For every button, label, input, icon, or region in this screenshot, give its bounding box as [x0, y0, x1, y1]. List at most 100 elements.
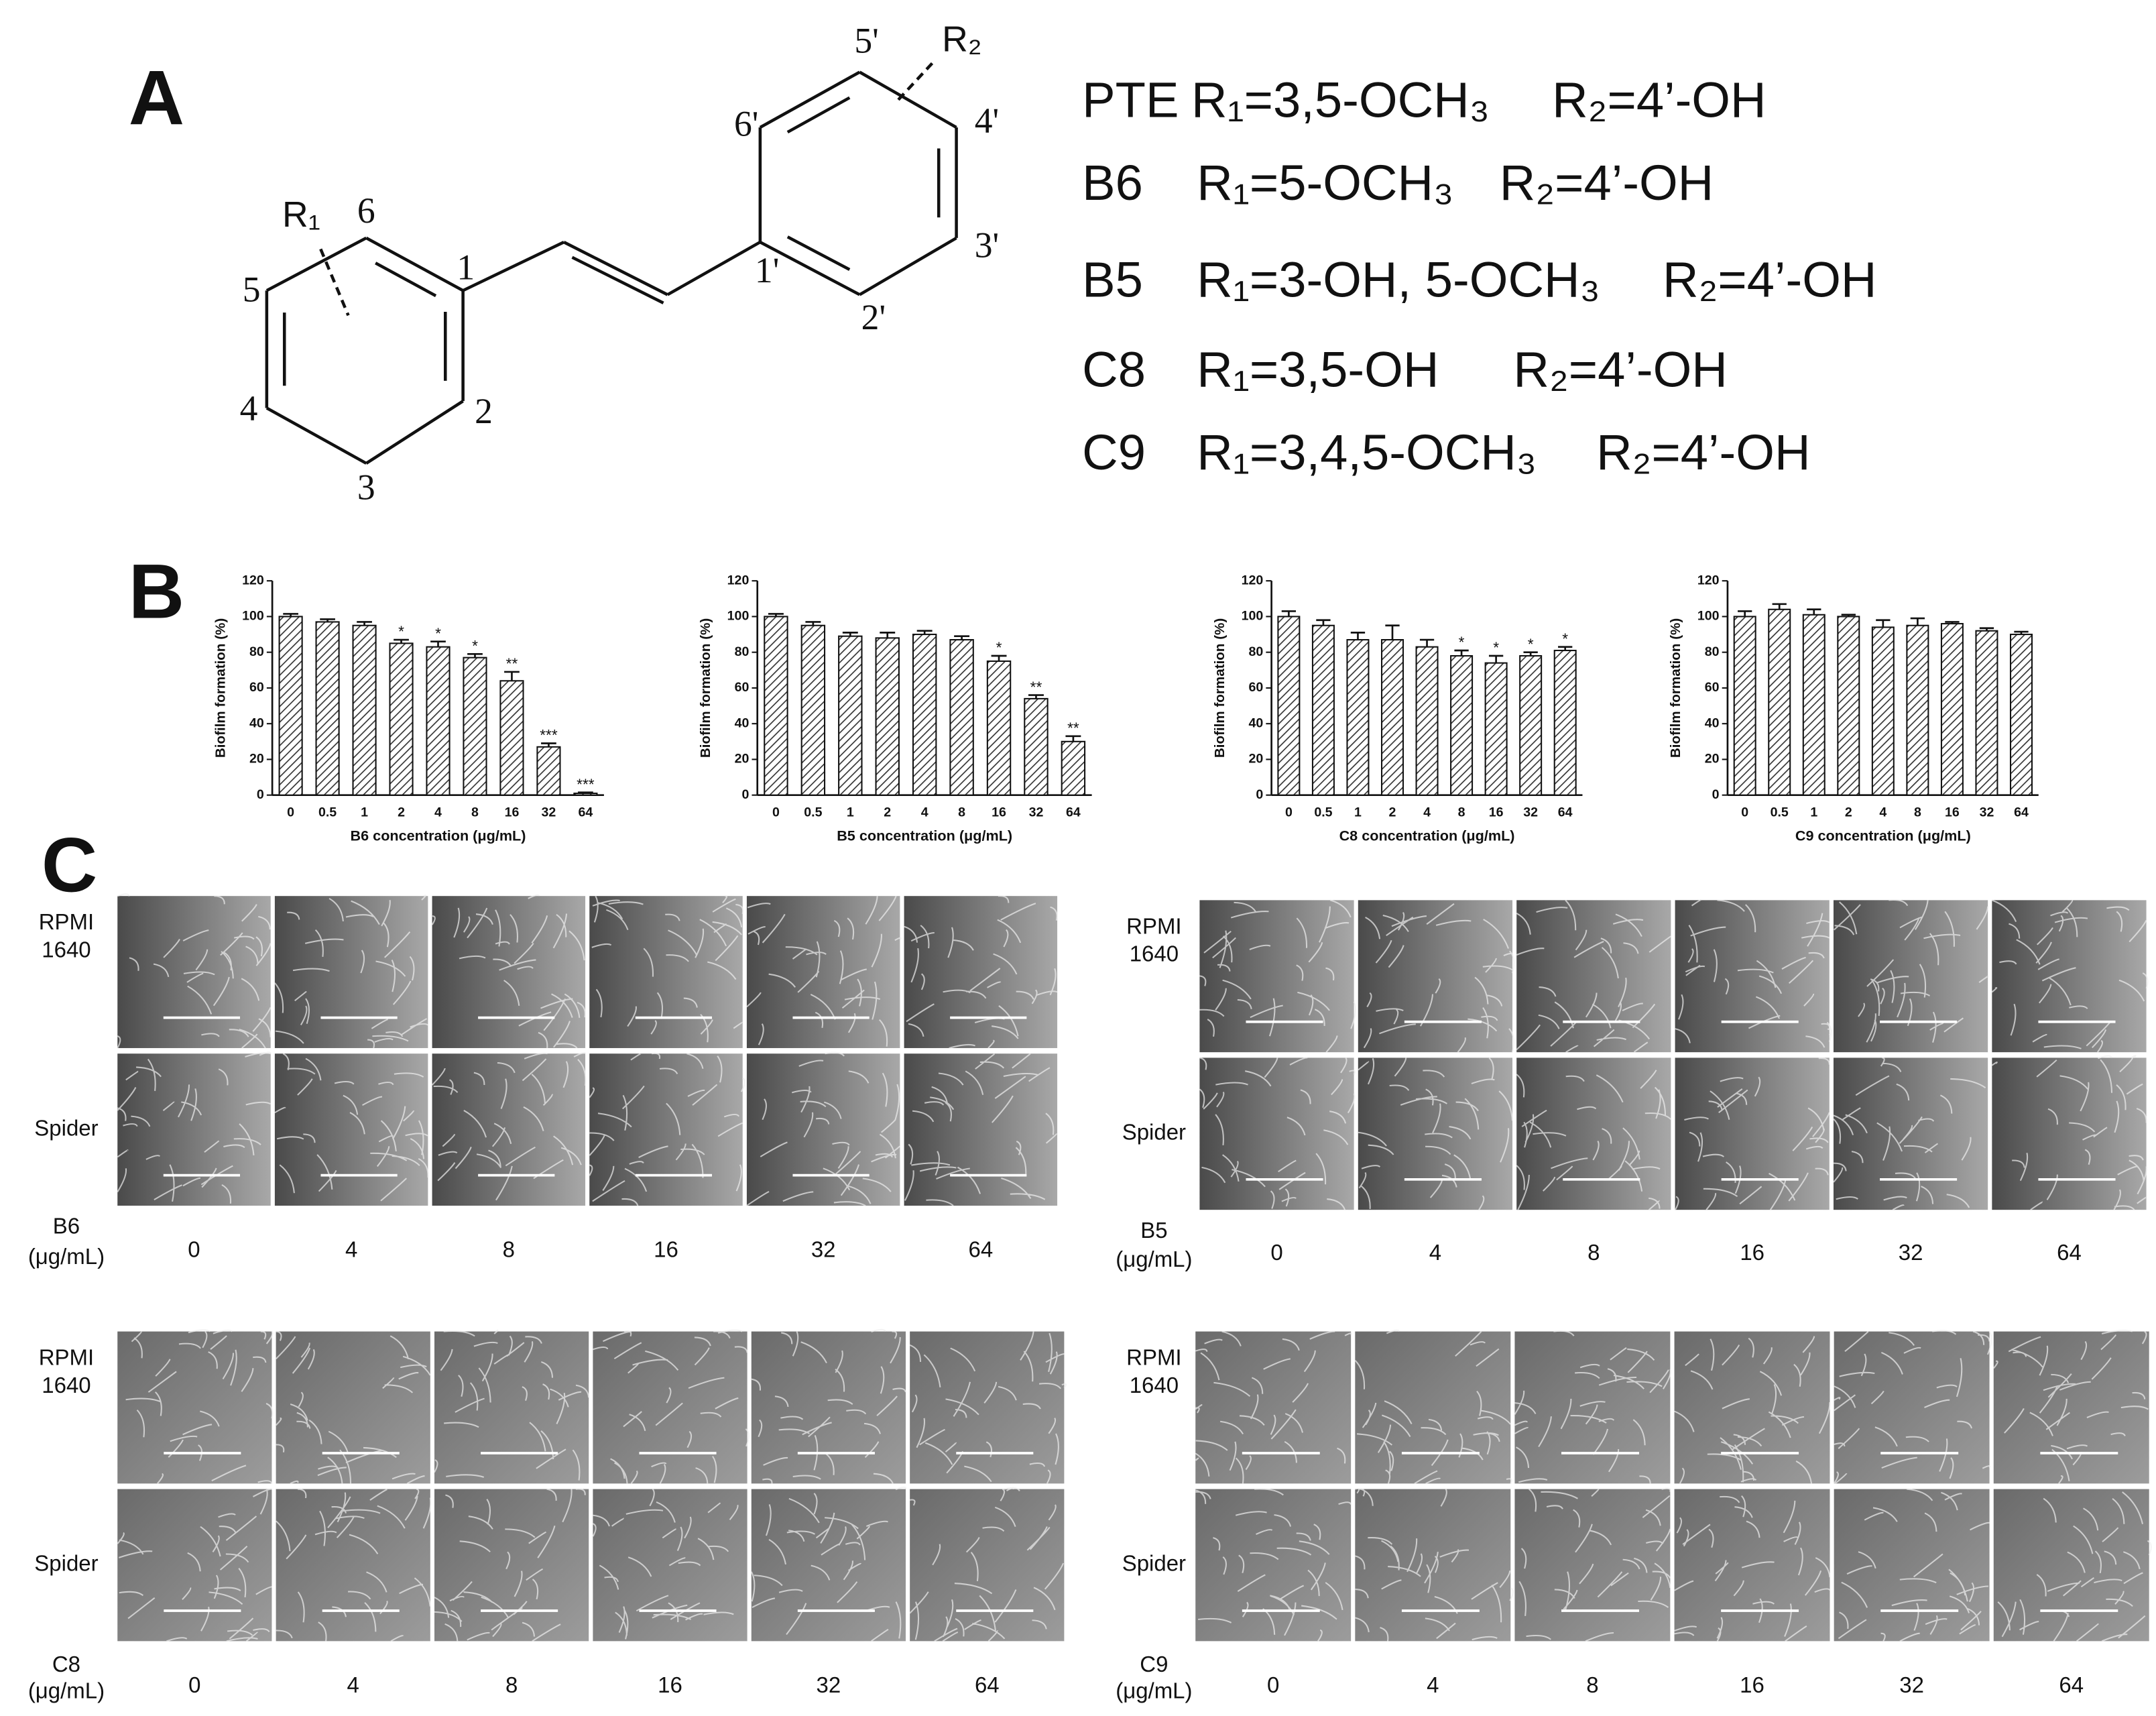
error-bar — [1738, 610, 1752, 617]
bar — [536, 746, 561, 796]
micrograph-bg — [276, 1489, 430, 1642]
micrograph — [276, 1488, 432, 1642]
bar — [389, 642, 414, 796]
compound-r2: R₂=4’-OH — [1513, 342, 1728, 398]
x-tick-label: 0 — [772, 805, 780, 820]
compound-r1: R₁=3,5-OH — [1197, 342, 1439, 398]
y-tick-label: 100 — [727, 609, 750, 624]
row-label: RPMI — [39, 909, 94, 934]
y-tick-label: 120 — [1697, 573, 1720, 587]
bond — [563, 241, 668, 296]
micrograph — [1992, 1329, 2149, 1484]
compound-label: C8 — [52, 1652, 80, 1676]
micrograph-bg — [1992, 1057, 2147, 1210]
micrograph — [1355, 1487, 1514, 1642]
bar — [1940, 623, 1964, 796]
micrograph-bg — [1992, 900, 2147, 1053]
hyphae — [1991, 899, 2149, 1053]
hyphae — [746, 895, 902, 1047]
concentration-label: 16 — [654, 1237, 678, 1262]
micrograph-bg — [1516, 900, 1671, 1053]
x-tick-label: 1 — [1354, 805, 1362, 820]
significance: * — [435, 624, 441, 642]
x-tick-label: 2 — [1389, 805, 1396, 820]
bond — [759, 70, 861, 129]
error-bar — [842, 632, 858, 636]
x-tick-label: 8 — [1458, 805, 1465, 820]
x-tick-label: 16 — [1945, 805, 1960, 820]
error-bar — [1281, 610, 1297, 617]
y-tick-label: 20 — [249, 752, 264, 766]
micrograph — [431, 1052, 587, 1206]
row-label: Spider — [34, 1115, 98, 1140]
row-label: RPMI — [1126, 1345, 1181, 1370]
y-axis-label: Biofilm formation (%) — [698, 618, 713, 758]
bar — [426, 646, 451, 796]
error-bar — [1419, 638, 1435, 647]
atom-label: 3 — [357, 467, 375, 507]
x-tick-label: 0.5 — [1771, 805, 1789, 820]
micrograph — [1991, 1055, 2147, 1211]
y-axis-label: Biofilm formation (%) — [1212, 618, 1227, 758]
micrograph-bg — [593, 1331, 747, 1484]
micrograph-bg — [746, 1053, 900, 1206]
micrograph — [1516, 1057, 1672, 1210]
bar — [1061, 740, 1086, 796]
micrograph — [1993, 1489, 2152, 1642]
bar — [1553, 649, 1577, 796]
y-tick-label: 100 — [1242, 609, 1264, 624]
x-tick-label: 8 — [471, 805, 479, 820]
bar — [764, 616, 788, 796]
atom-label: 5 — [243, 270, 261, 310]
micrograph — [1675, 1057, 1830, 1210]
micrograph-bg — [117, 1331, 272, 1484]
micrograph-bg — [751, 1489, 906, 1642]
micrograph-bg — [117, 1489, 272, 1642]
micrograph — [117, 893, 272, 1049]
concentration-label: 4 — [347, 1672, 359, 1697]
micrograph-bg — [1195, 1489, 1352, 1642]
atom-label: 1' — [755, 250, 779, 290]
significance: * — [472, 637, 478, 654]
compound-r1: R₁=5-OCH₃ — [1197, 155, 1453, 211]
bar — [1277, 616, 1301, 796]
compound-name: C8 — [1082, 342, 1146, 398]
error-bar — [916, 630, 933, 635]
micrograph-bg — [746, 896, 900, 1048]
atom-label: 1 — [457, 247, 475, 288]
concentration-label: 8 — [505, 1672, 518, 1697]
hyphae — [1833, 1057, 1986, 1211]
bar — [800, 624, 826, 796]
atom-label: R₁ — [282, 194, 320, 235]
hyphae — [1674, 1336, 1831, 1484]
hyphae — [909, 1331, 1067, 1484]
micrograph-bg — [117, 1053, 271, 1206]
row-label: 1640 — [1130, 1373, 1179, 1397]
micrograph — [1358, 900, 1515, 1053]
y-tick-label: 120 — [727, 573, 750, 587]
hyphae — [1838, 1488, 1990, 1642]
x-tick-label: 64 — [1558, 805, 1573, 820]
significance: ** — [506, 655, 518, 673]
error-bar — [1841, 614, 1856, 617]
x-tick-label: 0 — [1285, 805, 1293, 820]
micrograph — [1199, 899, 1356, 1053]
micrograph — [1358, 1057, 1513, 1210]
x-tick-label: 0.5 — [1314, 805, 1332, 820]
micrograph-bg — [1195, 1331, 1352, 1484]
y-tick-label: 0 — [1712, 787, 1720, 802]
micrograph — [589, 1052, 745, 1206]
concentration-label: 4 — [345, 1237, 357, 1262]
hyphae — [1516, 1070, 1672, 1210]
y-tick-label: 0 — [1256, 787, 1263, 802]
atom-label: 4 — [240, 388, 258, 428]
bar — [1906, 624, 1929, 796]
bond — [859, 70, 957, 129]
concentration-label: 0 — [1270, 1240, 1282, 1265]
y-tick-label: 40 — [1705, 716, 1720, 730]
micrograph — [746, 1051, 901, 1206]
micrograph — [434, 1329, 590, 1484]
concentration-label: 4 — [1427, 1672, 1439, 1697]
concentration-label: 32 — [817, 1672, 841, 1697]
hyphae — [746, 1051, 901, 1206]
